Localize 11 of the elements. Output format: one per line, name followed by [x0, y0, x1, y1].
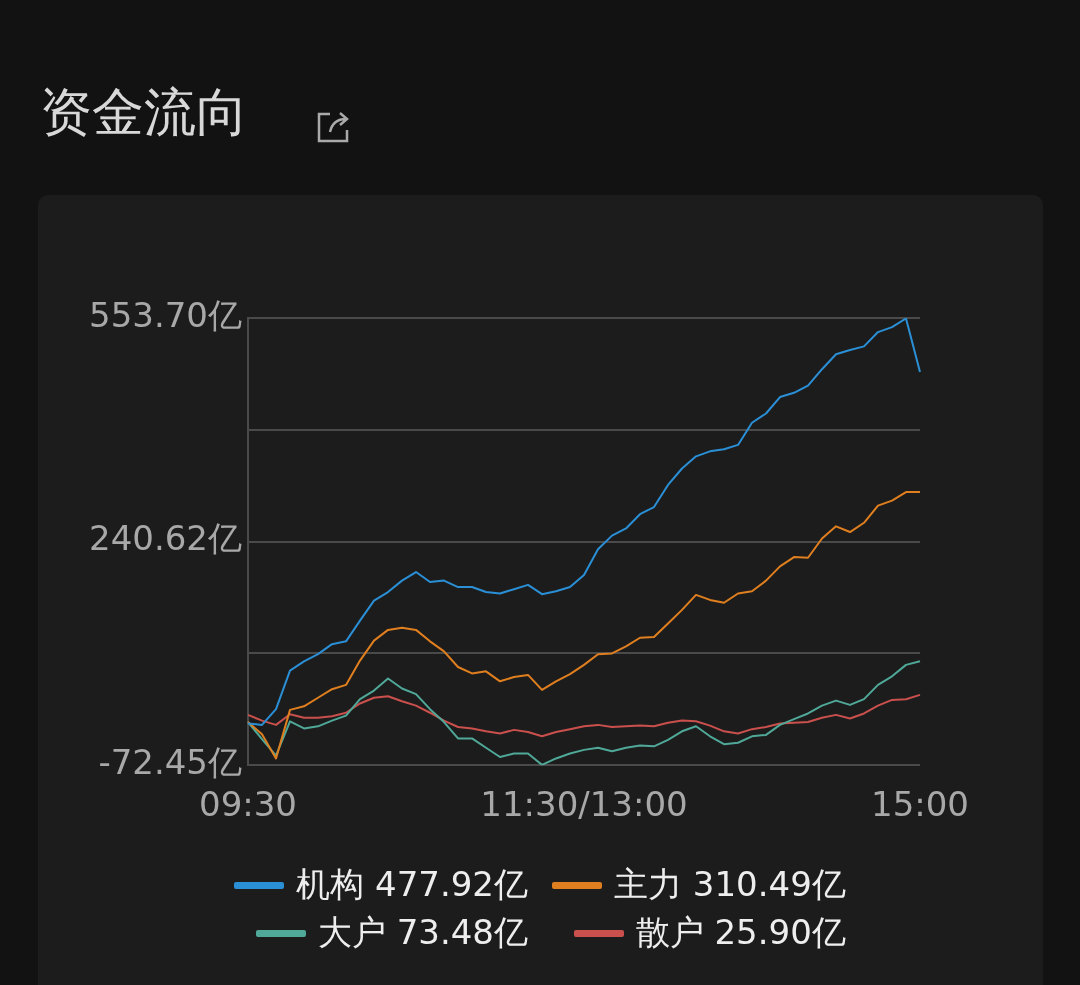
y-tick-label: 240.62亿	[89, 518, 242, 559]
x-tick-label: 09:30	[199, 784, 297, 825]
y-tick-label: -72.45亿	[98, 742, 242, 783]
y-tick-label: 553.70亿	[89, 294, 242, 335]
x-tick-label: 11:30/13:00	[480, 784, 688, 825]
legend-label: 大户 73.48亿	[317, 911, 528, 954]
chart-title: 资金流向	[40, 81, 248, 144]
legend-label: 散户 25.90亿	[635, 911, 846, 954]
x-tick-label: 15:00	[871, 784, 969, 825]
legend-label: 机构 477.92亿	[296, 863, 528, 906]
legend-label: 主力 310.49亿	[614, 863, 846, 906]
